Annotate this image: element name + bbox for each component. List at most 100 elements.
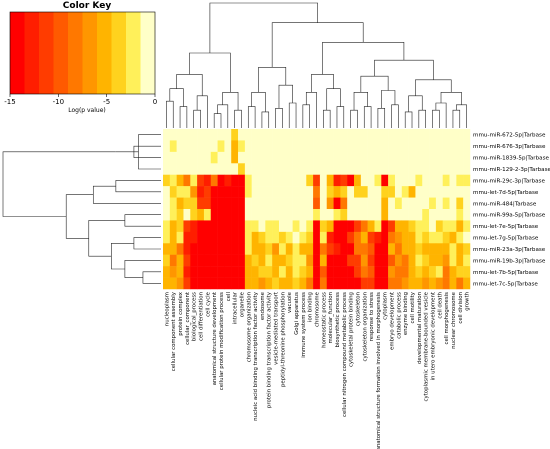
heatmap-cell xyxy=(163,254,171,267)
heatmap-cell xyxy=(429,243,437,255)
heatmap-cell xyxy=(367,186,375,198)
dendrogram-branch xyxy=(88,220,125,257)
heatmap-cell xyxy=(238,163,246,175)
heatmap-cell xyxy=(231,140,239,153)
column-label: catabolic process xyxy=(396,292,402,339)
heatmap-cell xyxy=(299,277,307,290)
heatmap-cell xyxy=(190,129,198,141)
heatmap-cell xyxy=(456,243,464,255)
heatmap-cell xyxy=(415,277,423,290)
heatmap-cell xyxy=(388,209,396,221)
heatmap-cell xyxy=(265,163,273,175)
heatmap-cell xyxy=(306,209,314,221)
heatmap-cell xyxy=(319,231,327,244)
heatmap-cell xyxy=(442,186,450,198)
heatmap-cell xyxy=(388,243,396,255)
heatmap-cell xyxy=(354,140,362,153)
heatmap-cell xyxy=(251,209,259,221)
color-key-swatch xyxy=(97,12,112,94)
column-label: nuclear chromosome xyxy=(451,291,457,349)
column-labels: nucleoplasm cellular component assembly pr… xyxy=(164,291,470,449)
heatmap-cell xyxy=(292,209,300,221)
heatmap-cell xyxy=(435,186,443,198)
heatmap-cell xyxy=(251,129,259,141)
heatmap-cell xyxy=(190,277,198,290)
heatmap-cell xyxy=(319,140,327,153)
heatmap-cell xyxy=(326,186,334,198)
heatmap-cell xyxy=(285,277,293,290)
heatmap-cell xyxy=(217,197,225,210)
heatmap-cell xyxy=(374,254,382,267)
heatmap-cell xyxy=(442,209,450,221)
heatmap-cell xyxy=(333,129,341,141)
heatmap-cell xyxy=(408,186,416,198)
heatmap-cell xyxy=(381,140,389,153)
heatmap-cell xyxy=(415,129,423,141)
heatmap-cell xyxy=(163,243,171,255)
heatmap-cell xyxy=(224,209,232,221)
heatmap-cell xyxy=(463,129,471,141)
column-label: cell xyxy=(226,292,232,301)
column-label: anatomical structure formation involved … xyxy=(376,292,382,449)
heatmap-cell xyxy=(272,231,280,244)
column-label: cellular nitrogen compound metabolic pro… xyxy=(342,292,348,417)
heatmap-cell xyxy=(285,174,293,187)
color-key-swatch xyxy=(10,12,25,94)
heatmap-cell xyxy=(381,266,389,278)
heatmap-cell xyxy=(313,197,321,210)
heatmap-cell xyxy=(217,209,225,221)
heatmap-cell xyxy=(354,277,362,290)
heatmap-cell xyxy=(354,174,362,187)
heatmap-cell xyxy=(388,151,396,164)
heatmap-cell xyxy=(429,186,437,198)
heatmap-cell xyxy=(163,129,171,141)
heatmap-cell xyxy=(244,220,252,233)
heatmap-cell xyxy=(292,220,300,233)
heatmap-cell xyxy=(429,209,437,221)
heatmap-cell xyxy=(176,266,184,278)
heatmap-cell xyxy=(244,277,252,290)
heatmap-cell xyxy=(388,254,396,267)
heatmap-cell xyxy=(326,231,334,244)
heatmap-cell xyxy=(169,129,177,141)
heatmap-cell xyxy=(463,277,471,290)
heatmap-cell xyxy=(272,220,280,233)
heatmap-cell xyxy=(394,163,403,175)
heatmap-cell xyxy=(197,231,205,244)
heatmap-cell xyxy=(238,254,246,267)
heatmap-cell xyxy=(169,209,177,221)
heatmap-cell xyxy=(292,151,300,164)
heatmap-cell xyxy=(244,243,252,255)
heatmap-cell xyxy=(313,220,321,233)
dendrogram-branch xyxy=(336,106,345,128)
heatmap-cell xyxy=(429,197,437,210)
heatmap-cell xyxy=(422,174,430,187)
heatmap-cell xyxy=(203,243,212,255)
heatmap-cell xyxy=(217,174,225,187)
heatmap-cell xyxy=(347,243,355,255)
heatmap-cell xyxy=(401,186,409,198)
heatmap-cell xyxy=(258,231,266,244)
heatmap-cell xyxy=(231,266,239,278)
heatmap-cell xyxy=(401,254,409,267)
heatmap-cell xyxy=(463,266,471,278)
dendrogram-branch xyxy=(326,88,341,111)
dendrogram-branch xyxy=(305,91,317,128)
heatmap-cell xyxy=(251,277,259,290)
heatmap-cell xyxy=(415,163,423,175)
heatmap-cell xyxy=(183,129,191,141)
heatmap-cell xyxy=(183,266,191,278)
dendrogram-branch xyxy=(166,100,174,128)
column-label: cytoskeletal protein binding xyxy=(349,292,355,367)
heatmap-cell xyxy=(210,277,218,290)
dendrogram-branch xyxy=(196,95,208,128)
heatmap-cell xyxy=(313,151,321,164)
row-label: mmu-let-7b-5p|Tarbase xyxy=(473,270,539,276)
heatmap-cell xyxy=(463,209,471,221)
dendrogram-branch xyxy=(258,66,287,93)
heatmap-cell xyxy=(176,163,184,175)
heatmap-cell xyxy=(224,277,232,290)
heatmap-cell xyxy=(319,277,327,290)
heatmap-cell xyxy=(429,220,437,233)
heatmap-cell xyxy=(388,197,396,210)
